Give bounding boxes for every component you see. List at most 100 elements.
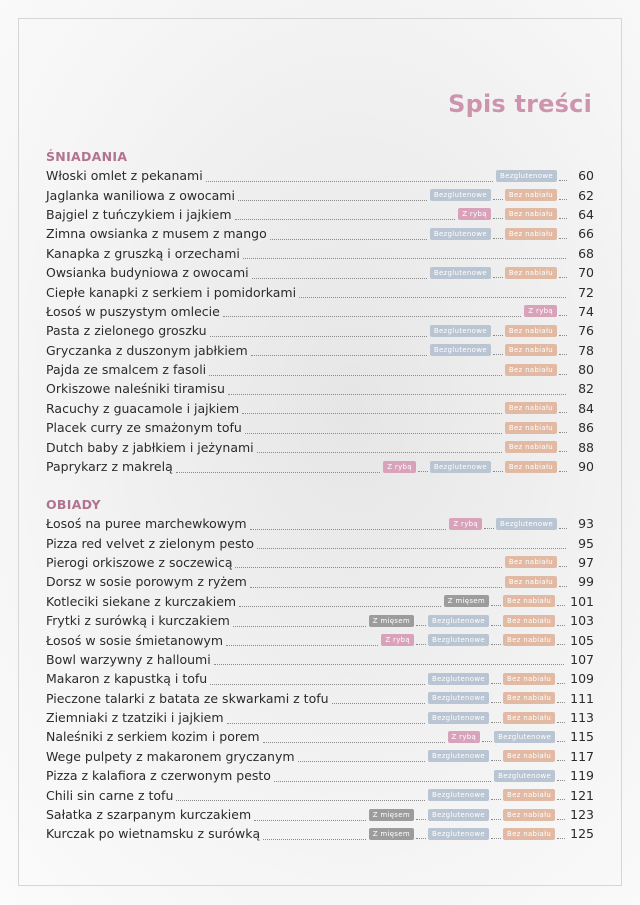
tag-group: Z rybą Bezglutenowe Bez nabiału [381,634,556,647]
tag-group: Z rybą [524,305,557,318]
toc-entry[interactable]: Pajda ze smalcem z fasoli Bez nabiału 80 [46,360,594,379]
page-number: 62 [578,187,594,203]
recipe-name: Pizza red velvet z zielonym pesto [46,535,255,551]
tag-dairy-free: Bez nabiału [504,189,557,202]
page-number: 64 [578,206,594,222]
toc-entry[interactable]: Makaron z kapustką i tofu Bezglutenowe Bez… [46,669,594,688]
toc-entry[interactable]: Orkiszowe naleśniki tiramisu 82 [46,379,594,398]
dot-leader [557,682,566,684]
dot-leader [237,199,427,202]
tag-with-meat: Z mięsem [368,808,414,821]
dot-leader [210,683,425,685]
toc-entry[interactable]: Zimna owsianka z musem z mango Bezgluteno… [46,224,594,243]
toc-entry[interactable]: Bajgiel z tuńczykiem i jajkiem Z rybą Bez … [46,205,594,224]
tag-gluten-free: Bezglutenowe [427,614,489,627]
toc-entry[interactable]: Placek curry ze smażonym tofu Bez nabiału… [46,418,594,437]
dot-leader [213,663,565,666]
toc-entry[interactable]: Pieczone talarki z batata ze skwarkami z… [46,689,594,708]
dot-leader [559,411,567,414]
tag-dairy-free: Bez nabiału [503,750,556,763]
page-number: 78 [578,342,594,358]
dot-leader [242,257,566,260]
tag-dairy-free: Bez nabiału [504,402,557,415]
recipe-name: Łosoś na puree marchewkowym [46,516,247,532]
tag-group: Bez nabiału [504,441,557,454]
toc-entry[interactable]: Naleśniki z serkiem kozim i porem Z rybą B… [46,727,594,746]
toc-entry[interactable]: Dorsz w sosie porowym z ryżem Bez nabiału… [46,572,594,591]
page-number: 86 [578,420,594,436]
tag-dairy-free: Bez nabiału [503,827,556,840]
dot-leader [209,335,427,337]
toc-entry[interactable]: Kanapka z gruszką i orzechami 68 [46,244,594,263]
toc-entry[interactable]: Gryczanka z duszonym jabłkiem Bezglutenow… [46,341,594,360]
tag-dairy-free: Bez nabiału [504,266,557,279]
dot-leader [273,780,492,782]
dot-leader [559,198,567,201]
toc-entry[interactable]: Ciepłe kanapki z serkiem i pomidorkami 72 [46,282,594,301]
tag-group: Z rybą Bezglutenowe [447,730,556,743]
tag-group: Bezglutenowe Bez nabiału [429,344,557,357]
toc-entry[interactable]: Ziemniaki z tzatziki i jajkiem Bezgluteno… [46,708,594,727]
toc-entry[interactable]: Pizza red velvet z zielonym pesto 95 [46,533,594,552]
tag-dairy-free: Bez nabiału [504,324,557,337]
dot-leader [491,624,501,626]
toc-entry[interactable]: Pierogi orkiszowe z soczewicą Bez nabiału… [46,553,594,572]
tag-group: Bezglutenowe Bez nabiału [429,189,557,202]
dot-leader [242,412,502,415]
recipe-name: Wege pulpety z makaronem gryczanym [46,748,295,764]
toc-entry[interactable]: Racuchy z guacamole i jajkiem Bez nabiału… [46,399,594,418]
tag-group: Bez nabiału [504,556,557,569]
dot-leader [559,431,567,433]
tag-group: Z mięsem Bezglutenowe Bez nabiału [368,827,556,840]
toc-entry[interactable]: Pizza z kalafiora z czerwonym pesto Bezgl… [46,766,594,785]
toc-list: Włoski omlet z pekanami Bezglutenowe 60 Jag… [46,166,594,476]
toc-entry[interactable]: Sałatka z szarpanym kurczakiem Z mięsem Be… [46,805,594,824]
recipe-name: Zimna owsianka z musem z mango [46,226,267,242]
page-number: 95 [578,535,594,551]
tag-group: Bezglutenowe [495,169,557,182]
tag-dairy-free: Bez nabiału [504,208,557,221]
toc-entry[interactable]: Dutch baby z jabłkiem i jeżynami Bez nabi… [46,437,594,456]
toc-entry[interactable]: Owsianka budyniowa z owocami Bezglutenowe… [46,263,594,282]
recipe-name: Paprykarz z makrelą [46,459,173,475]
recipe-name: Ziemniaki z tzatziki i jajkiem [46,710,224,726]
toc-entry[interactable]: Włoski omlet z pekanami Bezglutenowe 60 [46,166,594,185]
tag-dairy-free: Bez nabiału [503,789,556,802]
toc-entry[interactable]: Jaglanka waniliowa z owocami Bezglutenowe… [46,185,594,204]
dot-leader [557,624,566,626]
dot-leader [557,759,566,762]
page-number: 90 [578,459,594,475]
tag-gluten-free: Bezglutenowe [429,189,491,202]
dot-leader [559,334,567,336]
recipe-name: Pieczone talarki z batata ze skwarkami z… [46,690,329,706]
tag-group: Bez nabiału [504,402,557,415]
page-number: 70 [578,265,594,281]
toc-entry[interactable]: Kurczak po wietnamsku z surówką Z mięsem B… [46,824,594,843]
toc-entry[interactable]: Frytki z surówką i kurczakiem Z mięsem Bez… [46,611,594,630]
tag-dairy-free: Bez nabiału [503,614,556,627]
toc-entry[interactable]: Łosoś w sosie śmietanowym Z rybą Bezgluten… [46,630,594,649]
toc-entry[interactable]: Łosoś na puree marchewkowym Z rybą Bezglut… [46,514,594,533]
toc-entry[interactable]: Kotleciki siekane z kurczakiem Z mięsem Be… [46,592,594,611]
tag-with-meat: Z mięsem [443,595,489,608]
toc-entry[interactable]: Pasta z zielonego groszku Bezglutenowe Bez… [46,321,594,340]
dot-leader [492,470,503,472]
dot-leader [415,818,426,820]
tag-gluten-free: Bezglutenowe [427,672,489,685]
dot-leader [492,217,503,220]
recipe-name: Dutch baby z jabłkiem i jeżynami [46,439,254,455]
dot-leader [235,566,502,569]
tag-gluten-free: Bezglutenowe [427,789,489,802]
toc-entry[interactable]: Chili sin carne z tofu Bezglutenowe Bez na… [46,785,594,804]
toc-entry[interactable]: Paprykarz z makrelą Z rybą Bezglutenowe Bez… [46,457,594,476]
recipe-name: Orkiszowe naleśniki tiramisu [46,381,225,397]
tag-group: Bezglutenowe Bez nabiału [429,324,557,337]
toc-entry[interactable]: Bowl warzywny z halloumi 107 [46,650,594,669]
page-title: Spis treści [448,90,592,118]
toc-entry[interactable]: Wege pulpety z makaronem gryczanym Bezglu… [46,747,594,766]
dot-leader [331,702,425,705]
page-number: 93 [578,516,594,532]
page-number: 74 [578,303,594,319]
tag-dairy-free: Bez nabiału [504,575,557,588]
toc-entry[interactable]: Łosoś w puszystym omlecie Z rybą 74 [46,302,594,321]
